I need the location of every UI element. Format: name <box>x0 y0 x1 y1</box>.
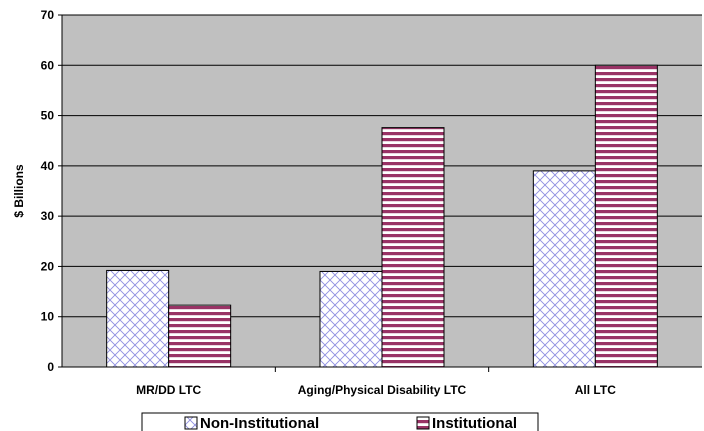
y-tick-label: 30 <box>41 209 55 223</box>
category-labels: MR/DD LTC Aging/Physical Disability LTC Al… <box>136 367 616 397</box>
bar-institutional-1 <box>381 127 445 368</box>
bars <box>106 64 658 368</box>
y-tick-label: 40 <box>41 159 55 173</box>
y-tick-label: 70 <box>41 8 55 22</box>
legend-label-non-institutional: Non-Institutional <box>200 415 319 431</box>
y-tick-label: 20 <box>41 259 55 273</box>
x-category-label: Aging/Physical Disability LTC <box>298 383 467 397</box>
y-axis-title: $ Billions <box>12 164 26 218</box>
legend: Non-Institutional Institutional <box>141 412 539 431</box>
axes <box>61 15 702 368</box>
y-tick-label: 0 <box>47 360 54 374</box>
bar-institutional-2 <box>594 64 658 368</box>
legend-swatch-institutional <box>416 416 430 430</box>
legend-box <box>141 412 539 431</box>
bar-non-institutional-2 <box>532 170 596 368</box>
y-tick-label: 50 <box>41 109 55 123</box>
y-tick-label: 10 <box>41 310 55 324</box>
legend-label-institutional: Institutional <box>432 415 517 431</box>
legend-swatch-non-institutional <box>184 416 198 430</box>
x-category-label: All LTC <box>575 383 616 397</box>
y-tick-labels: 0 10 20 30 40 50 60 70 <box>41 8 55 374</box>
bar-non-institutional-1 <box>319 270 383 368</box>
bar-non-institutional-0 <box>106 269 170 368</box>
y-tick-label: 60 <box>41 58 55 72</box>
x-category-label: MR/DD LTC <box>136 383 201 397</box>
bar-institutional-0 <box>168 304 232 368</box>
